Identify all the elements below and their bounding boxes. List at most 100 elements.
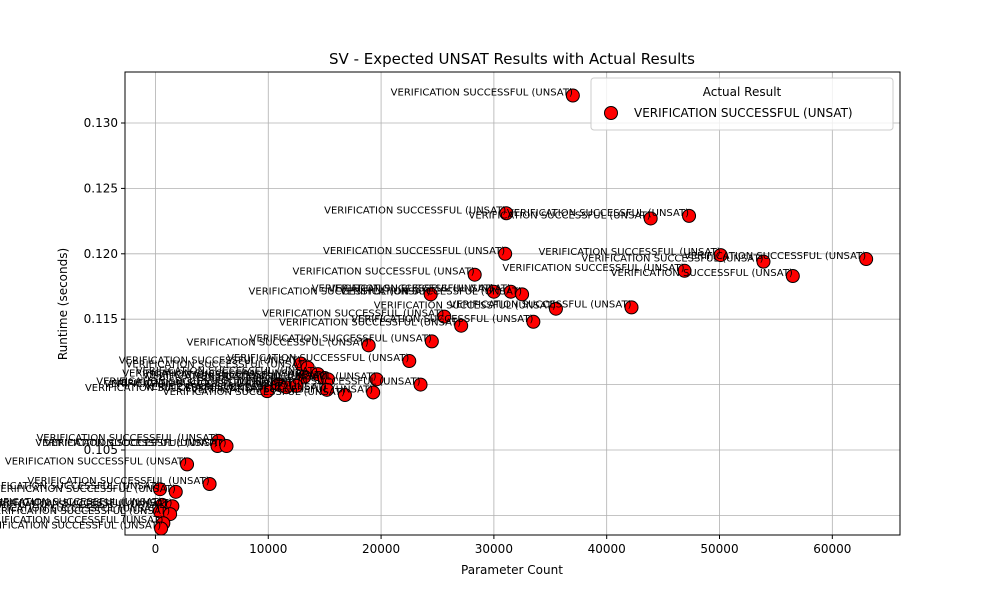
- data-point: [369, 372, 384, 387]
- x-tick-label: 60000: [813, 542, 851, 556]
- x-axis-label: Parameter Count: [461, 563, 563, 577]
- data-point: [454, 318, 469, 333]
- data-point: [437, 309, 452, 324]
- data-point-label: VERIFICATION SUCCESSFUL (UNSAT): [250, 333, 432, 344]
- data-point: [486, 284, 501, 299]
- data-point-label: VERIFICATION SUCCESSFUL (UNSAT): [0, 515, 163, 526]
- data-point-label: VERIFICATION SUCCESSFUL (UNSAT): [191, 384, 373, 395]
- x-tick-label: 0: [152, 542, 160, 556]
- data-point: [180, 457, 195, 472]
- x-tick-label: 10000: [249, 542, 287, 556]
- data-point-label: VERIFICATION SUCCESSFUL (UNSAT): [611, 268, 793, 279]
- data-point-label: VERIFICATION SUCCESSFUL (UNSAT): [194, 371, 376, 382]
- data-point-label: VERIFICATION SUCCESSFUL (UNSAT): [538, 247, 720, 258]
- data-point-label: VERIFICATION SUCCESSFUL (UNSAT): [351, 314, 533, 325]
- axis-ticks: 0 10000 20000 30000 40000 50000 60000 0.105 0.11…: [84, 116, 852, 556]
- data-point-label: VERIFICATION SUCCESSFUL (UNSAT): [36, 433, 218, 444]
- data-point: [859, 252, 874, 267]
- data-point: [423, 287, 438, 302]
- data-point-label: VERIFICATION SUCCESSFUL (UNSAT): [340, 286, 522, 297]
- data-point: [682, 208, 697, 223]
- data-point-label: VERIFICATION SUCCESSFUL (UNSAT): [104, 379, 286, 390]
- data-point: [785, 269, 800, 284]
- data-point: [361, 338, 376, 353]
- data-point-label: VERIFICATION SUCCESSFUL (UNSAT): [186, 337, 368, 348]
- legend-entry-label: VERIFICATION SUCCESSFUL (UNSAT): [634, 106, 853, 120]
- y-tick-label: 0.125: [84, 181, 118, 195]
- y-tick-label: 0.120: [84, 247, 118, 261]
- data-point: [677, 263, 692, 278]
- data-point-label: VERIFICATION SUCCESSFUL (UNSAT): [0, 520, 161, 531]
- data-point: [413, 377, 428, 392]
- data-point: [424, 334, 439, 349]
- data-point-label: VERIFICATION SUCCESSFUL (UNSAT): [507, 208, 689, 219]
- data-point-label: VERIFICATION SUCCESSFUL (UNSAT): [374, 301, 556, 312]
- data-point: [756, 254, 771, 269]
- x-tick-label: 40000: [588, 542, 626, 556]
- legend-box: [590, 77, 894, 131]
- data-point: [297, 369, 312, 384]
- data-point-label: VERIFICATION SUCCESSFUL (UNSAT): [262, 309, 444, 320]
- data-point-label: VERIFICATION SUCCESSFUL (UNSAT): [391, 88, 573, 99]
- data-point: [643, 211, 658, 226]
- data-point: [219, 439, 234, 454]
- data-point-label: VERIFICATION SUCCESSFUL (UNSAT): [312, 284, 494, 295]
- data-point-label: VERIFICATION SUCCESSFUL (UNSAT): [146, 371, 328, 382]
- data-point-label: VERIFICATION SUCCESSFUL (UNSAT): [145, 382, 327, 393]
- data-point: [152, 482, 167, 497]
- data-point: [366, 385, 381, 400]
- data-point-label: VERIFICATION SUCCESSFUL (UNSAT): [0, 481, 160, 492]
- data-point: [498, 246, 513, 261]
- data-point-labels: VERIFICATION SUCCESSFUL (UNSAT)VERIFICAT…: [0, 88, 866, 532]
- data-point: [565, 88, 580, 103]
- data-point-label: VERIFICATION SUCCESSFUL (UNSAT): [238, 377, 420, 388]
- data-point: [168, 484, 183, 499]
- data-point: [260, 384, 275, 399]
- data-point: [515, 287, 530, 302]
- data-point-label: VERIFICATION SUCCESSFUL (UNSAT): [324, 205, 506, 216]
- data-point-label: VERIFICATION SUCCESSFUL (UNSAT): [96, 377, 278, 388]
- data-point-label: VERIFICATION SUCCESSFUL (UNSAT): [279, 318, 461, 329]
- data-point-label: VERIFICATION SUCCESSFUL (UNSAT): [0, 484, 176, 495]
- data-point-label: VERIFICATION SUCCESSFUL (UNSAT): [293, 267, 475, 278]
- data-point: [402, 354, 417, 369]
- data-point-label: VERIFICATION SUCCESSFUL (UNSAT): [143, 370, 325, 381]
- data-point-label: VERIFICATION SUCCESSFUL (UNSAT): [0, 497, 162, 508]
- data-point-label: VERIFICATION SUCCESSFUL (UNSAT): [122, 369, 304, 380]
- x-tick-label: 20000: [362, 542, 400, 556]
- y-tick-label: 0.105: [84, 443, 118, 457]
- data-point-label: VERIFICATION SUCCESSFUL (UNSAT): [684, 251, 866, 262]
- y-tick-label: 0.130: [84, 116, 118, 130]
- data-point-label: VERIFICATION SUCCESSFUL (UNSAT): [449, 299, 631, 310]
- data-points: [152, 88, 874, 536]
- data-point-label: VERIFICATION SUCCESSFUL (UNSAT): [27, 476, 209, 487]
- data-point-label: VERIFICATION SUCCESSFUL (UNSAT): [502, 263, 684, 274]
- data-point: [202, 476, 217, 491]
- plot-frame: [124, 71, 901, 536]
- x-tick-label: 50000: [700, 542, 738, 556]
- legend-title: Actual Result: [703, 85, 782, 99]
- y-tick-label: 0.115: [84, 312, 118, 326]
- data-point: [289, 378, 304, 393]
- data-point-label: VERIFICATION SUCCESSFUL (UNSAT): [469, 210, 651, 221]
- data-point-label: VERIFICATION SUCCESSFUL (UNSAT): [323, 246, 505, 257]
- data-point-label: VERIFICATION SUCCESSFUL (UNSAT): [126, 360, 308, 371]
- data-point: [319, 382, 334, 397]
- data-point-label: VERIFICATION SUCCESSFUL (UNSAT): [0, 500, 168, 511]
- x-tick-label: 30000: [475, 542, 513, 556]
- data-point-label: VERIFICATION SUCCESSFUL (UNSAT): [119, 356, 301, 367]
- data-point-label: VERIFICATION SUCCESSFUL (UNSAT): [163, 387, 345, 398]
- y-axis-label: Runtime (seconds): [56, 248, 70, 360]
- data-point-label: VERIFICATION SUCCESSFUL (UNSAT): [5, 456, 187, 467]
- data-point-label: VERIFICATION SUCCESSFUL (UNSAT): [0, 506, 170, 517]
- legend-marker: [604, 106, 618, 120]
- data-point: [624, 300, 639, 315]
- data-point-label: VERIFICATION SUCCESSFUL (UNSAT): [249, 286, 431, 297]
- data-point: [467, 267, 482, 282]
- data-point-label: VERIFICATION SUCCESSFUL (UNSAT): [329, 284, 511, 295]
- data-point: [337, 388, 352, 403]
- data-point-label: VERIFICATION SUCCESSFUL (UNSAT): [85, 383, 267, 394]
- chart-title: SV - Expected UNSAT Results with Actual …: [329, 50, 695, 68]
- data-point-label: VERIFICATION SUCCESSFUL (UNSAT): [227, 353, 409, 364]
